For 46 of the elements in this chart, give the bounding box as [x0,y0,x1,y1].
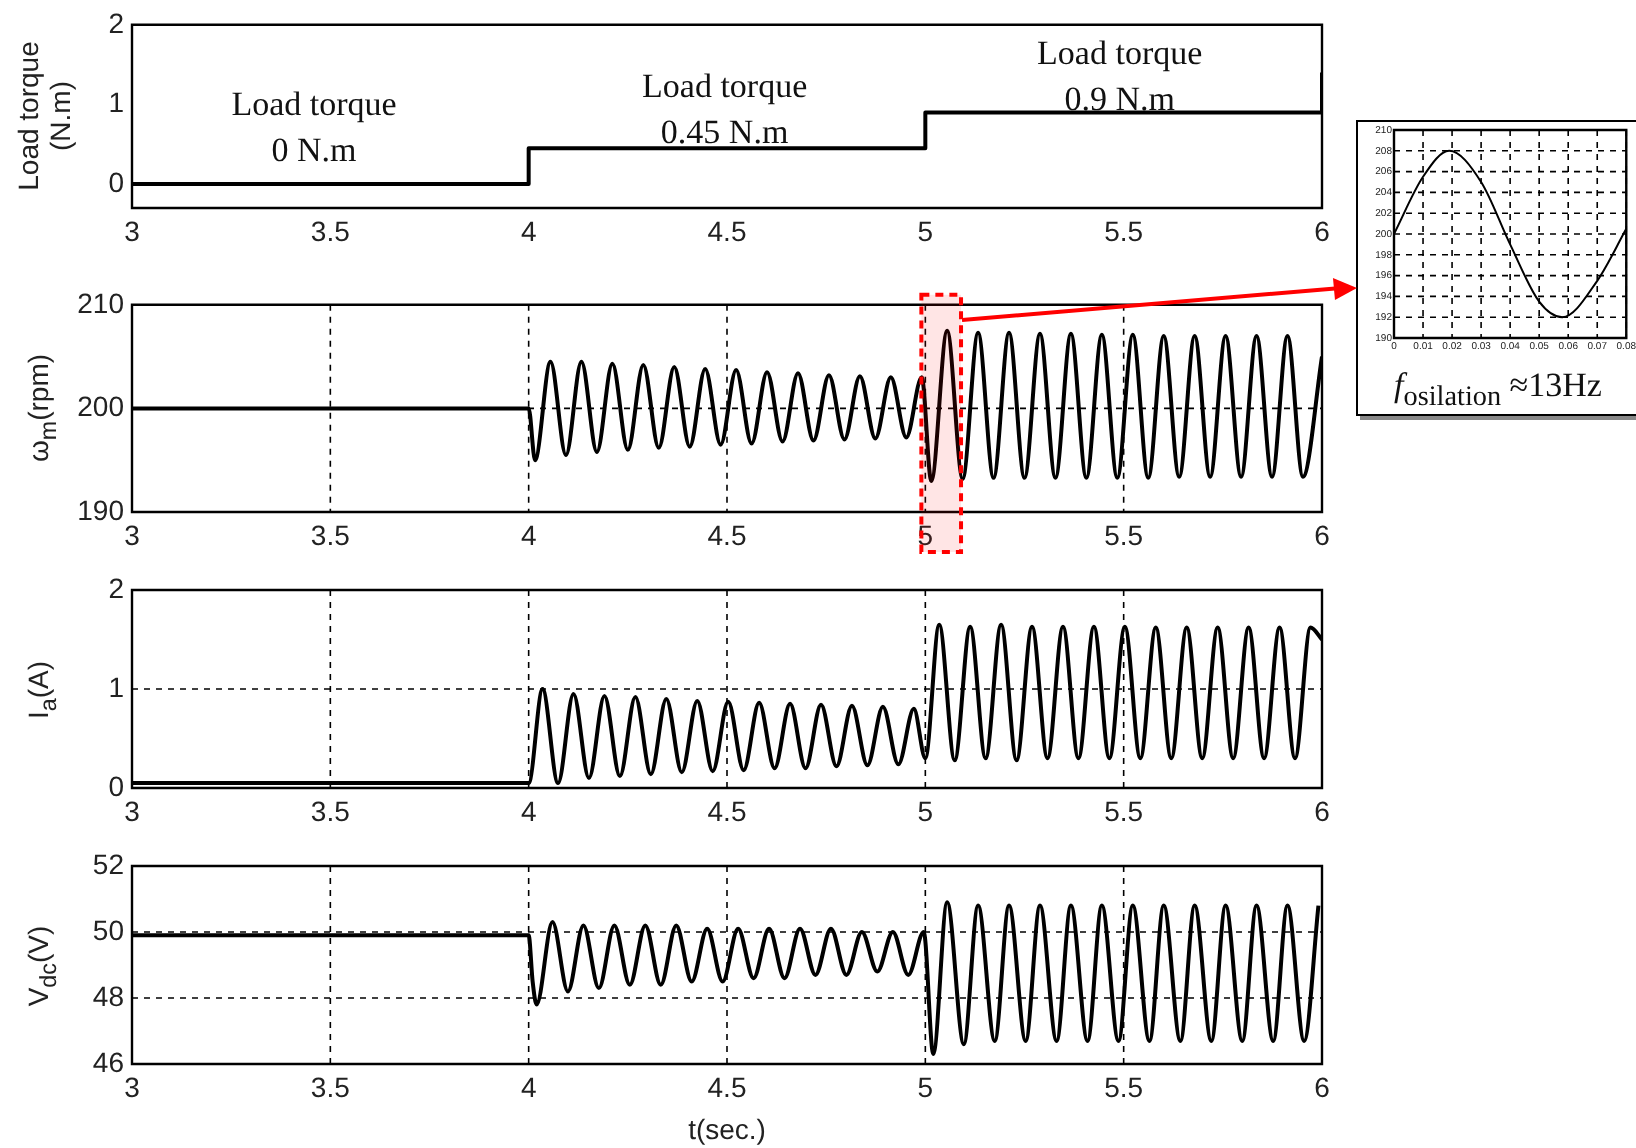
x-tick-label: 3.5 [310,214,351,247]
x-tick-label: 5.5 [1104,214,1144,247]
x-tick-label: 5 [917,214,934,247]
y-tick-label: 0 [108,769,125,802]
annotation: Load torque 0 N.m [231,85,397,170]
y-tick-label: 48 [92,979,125,1012]
y-tick-label: 1 [108,86,125,119]
y-tick-label: 46 [92,1045,125,1078]
y-tick-label: 1 [108,670,125,703]
x-tick-label: 3 [124,518,141,551]
x-tick-label: 5.5 [1104,1070,1144,1103]
y-tick-label: 52 [92,847,125,880]
x-tick-label: 4 [520,1070,537,1103]
x-axis-title: t(sec.) [688,1112,766,1145]
x-tick-label: 5.5 [1104,518,1144,551]
x-tick-label: 3 [124,214,141,247]
x-tick-label: 4.5 [707,1070,747,1103]
x-axis-title: f$_{osilation}$ ≈13Hz [1392,366,1604,415]
x-tick-label: 3.5 [310,794,351,827]
y-tick-label: 210 [77,286,125,319]
annotation: Load torque 0.45 N.m [642,66,808,151]
x-tick-label: 5.5 [1104,794,1144,827]
y-tick-label: 200 [77,390,125,423]
x-tick-label: 6 [1314,214,1331,247]
x-tick-label: 3.5 [310,518,351,551]
x-tick-label: 4 [520,518,537,551]
x-tick-label: 3.5 [310,1070,351,1103]
x-tick-label: 4 [520,214,537,247]
x-tick-label: 4.5 [707,518,747,551]
x-tick-label: 6 [1314,518,1331,551]
x-tick-label: 4 [520,794,537,827]
y-tick-label: 190 [77,493,125,526]
x-tick-label: 5 [917,1070,934,1103]
annotation: Load torque 0.9 N.m [1037,33,1203,118]
x-tick-label: 4.5 [707,794,747,827]
x-tick-label: 6 [1314,794,1331,827]
x-tick-label: 5 [917,794,934,827]
y-tick-label: 0 [108,165,125,198]
y-axis-title: Load torque (N.m) [12,41,76,192]
y-tick-label: 50 [92,913,125,946]
x-tick-label: 3 [124,1070,141,1103]
x-tick-label: 4.5 [707,214,747,247]
y-tick-label: 2 [108,6,125,39]
x-tick-label: 6 [1314,1070,1331,1103]
y-tick-label: 2 [108,571,125,604]
x-tick-label: 3 [124,794,141,827]
